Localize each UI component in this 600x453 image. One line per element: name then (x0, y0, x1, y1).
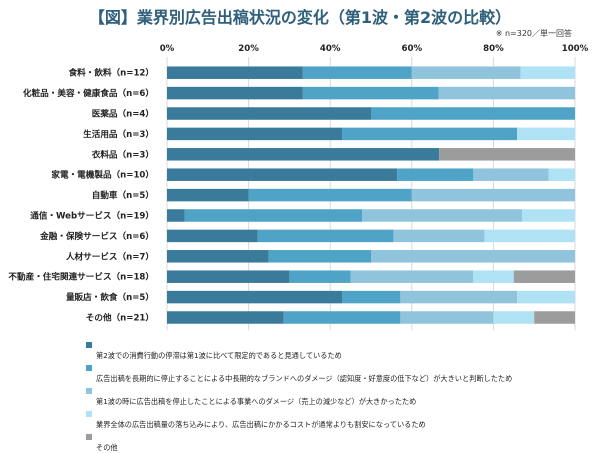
bar-segment (167, 168, 398, 181)
legend-swatch (86, 411, 92, 417)
category-label: 不動産・住宅関連サービス（n=18） (8, 271, 154, 283)
bar-segment (248, 188, 412, 202)
legend-label: 第2波での消費行動の停滞は第1波に比べて限定的であると見通しているため (96, 351, 342, 360)
bar-segment (400, 311, 494, 324)
bar-segment (534, 311, 575, 324)
bar-segment (484, 229, 575, 243)
bar-segment (184, 209, 363, 222)
bar-segment (167, 311, 284, 324)
bar-segment (548, 168, 575, 181)
legend-swatch (86, 342, 92, 348)
bar-segment (342, 290, 401, 304)
bar-segment (411, 188, 575, 202)
x-tick-label: 0% (160, 44, 175, 54)
legend-swatch (86, 434, 92, 440)
bar-segment (393, 229, 485, 243)
legend-label: 広告出稿を長期的に停止することによる中長期的なブランドへのダメージ（認知度・好意… (96, 374, 513, 383)
legend-label: 第1波の時に広告出稿を停止したことによる事業へのダメージ（売上の減少など）が大き… (96, 397, 417, 406)
bar-segment (167, 107, 371, 120)
bar-segment (342, 127, 518, 141)
category-labels: 食料・飲料（n=12） 化粧品・美容・健康食品（n=6） 医薬品（n=4） 生活用品（… (8, 67, 154, 324)
bar-segment (167, 127, 343, 141)
x-tick-label: 20% (238, 44, 259, 54)
x-tick-label: 40% (320, 44, 341, 54)
bar-segment (400, 290, 518, 304)
bar-segment (167, 188, 249, 202)
x-tick-label: 100% (562, 44, 589, 54)
bar-segment (167, 229, 258, 243)
bar-segment (167, 209, 185, 222)
bar-segment (167, 148, 440, 161)
category-label: 人材サービス（n=7） (66, 250, 154, 262)
x-tick-label: 60% (402, 44, 423, 54)
bar-segment (521, 209, 575, 222)
bar-segment (517, 127, 575, 141)
category-label: 医薬品（n=4） (92, 108, 154, 120)
bar-segment (520, 66, 575, 79)
bar-segment (473, 270, 514, 283)
legend-swatch (86, 365, 92, 371)
bar-segment (167, 250, 269, 263)
bar-segment (350, 270, 473, 283)
bar-segment (167, 66, 303, 79)
bar-segment (167, 290, 343, 304)
category-label: 生活用品（n=3） (83, 128, 154, 140)
legend-label: その他 (96, 443, 118, 452)
bar-segment (167, 86, 303, 100)
category-label: 金融・保険サービス（n=6） (39, 230, 154, 242)
bar-segment (411, 66, 521, 79)
bar-segment (517, 290, 575, 304)
bar-segment (371, 107, 575, 120)
legend-swatch (86, 388, 92, 394)
bar-segment (289, 270, 351, 283)
bar-segment (167, 270, 290, 283)
sample-note: ※ n=320／単一回答 (495, 29, 572, 38)
bar-segment (268, 250, 371, 263)
bar-segment (473, 168, 549, 181)
legend-label: 業界全体の広告出稿量の落ち込みにより、広告出稿にかかるコストが通常よりも割安にな… (96, 420, 426, 429)
bar-segment (439, 148, 575, 161)
category-label: 家電・電機製品（n=10） (51, 169, 154, 181)
bar-segment (302, 86, 439, 100)
bar-segment (493, 311, 535, 324)
category-label: 通信・Webサービス（n=19） (30, 210, 154, 222)
category-label: 自動車（n=5） (92, 189, 154, 201)
bar-segment (302, 66, 412, 79)
bars-layer (167, 66, 575, 324)
category-label: その他（n=21） (86, 312, 154, 324)
bar-segment (371, 250, 575, 263)
bar-segment (283, 311, 401, 324)
x-tick-labels: 0% 20% 40% 60% 80% 100% (160, 44, 589, 54)
category-label: 食料・飲料（n=12） (68, 67, 154, 79)
category-label: 量販店・飲食（n=5） (66, 291, 154, 303)
bar-segment (397, 168, 473, 181)
category-label: 衣料品（n=3） (92, 148, 154, 160)
x-tick-label: 80% (483, 44, 504, 54)
bar-segment (362, 209, 522, 222)
bar-segment (257, 229, 394, 243)
chart-title: 【図】業界別広告出稿状況の変化（第1波・第2波の比較） (88, 8, 512, 27)
bar-segment (438, 86, 575, 100)
category-label: 化粧品・美容・健康食品（n=6） (23, 87, 154, 99)
bar-segment (513, 270, 575, 283)
